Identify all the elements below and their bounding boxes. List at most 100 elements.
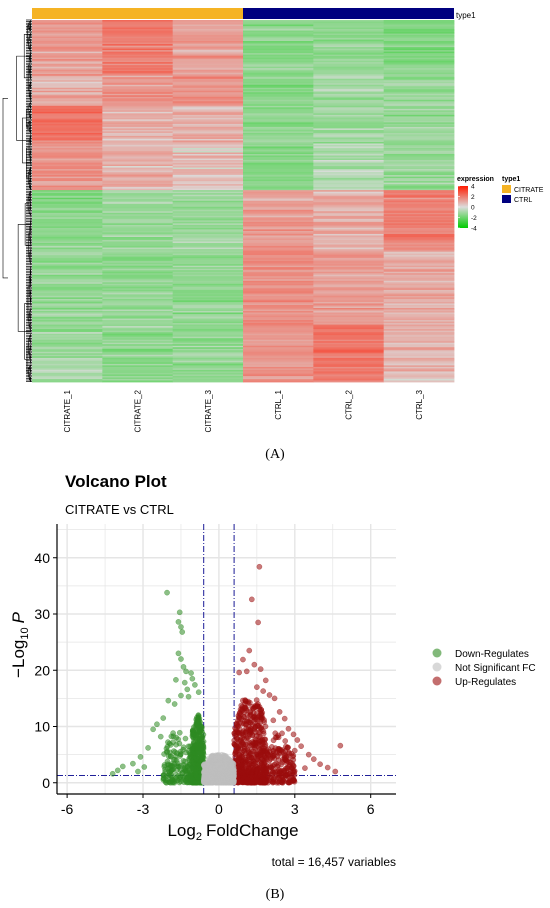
heatmap-cell [102,307,174,310]
heatmap-cell [243,69,314,72]
heatmap-cell [313,190,385,193]
heatmap-cell [313,42,385,45]
heatmap-cell [32,74,103,77]
heatmap-cell [243,134,314,137]
heatmap-cell [383,360,455,363]
heatmap-cell [172,270,244,273]
heatmap-cell [243,116,314,119]
heatmap-cell [102,273,174,276]
heatmap-cell [172,282,244,285]
heatmap-cell [102,60,174,63]
heatmap-cell [313,365,385,368]
heatmap-cell [172,41,244,43]
heatmap-cell [172,279,244,282]
heatmap-cell [32,45,103,48]
heatmap-cell [102,238,174,241]
heatmap-cell [313,75,385,78]
heatmap-cell [102,190,174,193]
heatmap-cell [383,21,455,24]
heatmap-cell [172,56,244,59]
heatmap-cell [383,29,455,31]
heatmap-cell [243,152,314,155]
heatmap-cell [32,327,103,330]
heatmap-cell [32,56,103,59]
heatmap-cell [32,292,103,295]
heatmap-cell [172,318,244,321]
heatmap-cell [102,224,174,227]
heatmap-cell [243,282,314,285]
heatmap-cell [102,283,174,286]
heatmap-cell [383,71,455,74]
heatmap-cell [243,89,314,92]
heatmap-cell [313,170,385,173]
heatmap-cell [102,86,174,89]
heatmap-cell [172,372,244,375]
heatmap-cell [102,241,174,244]
heatmap-cell [102,230,174,233]
row-dendrogram [2,19,32,382]
heatmap-cell [243,360,314,363]
heatmap-cell [243,236,314,239]
up-point [270,776,277,782]
heatmap-cell [313,206,385,209]
down-point [161,772,167,778]
heatmap-cell [172,163,244,165]
heatmap-cell [102,301,174,304]
heatmap-cell [383,51,455,54]
heatmap-cell [32,218,103,221]
heatmap-cell [243,173,314,176]
heatmap-cell [383,163,455,165]
heatmap-cell [102,96,174,99]
heatmap-cell [102,176,174,179]
heatmap-cell [32,75,103,78]
heatmap-cell [172,362,244,365]
heatmap-cell [243,261,314,264]
heatmap-cell [383,38,455,40]
heatmap-cell [313,239,385,242]
heatmap-cell [383,227,455,230]
heatmap-cell [32,294,103,297]
heatmap-cell [102,78,174,81]
heatmap-cell [313,205,385,208]
heatmap-cell [243,224,314,227]
heatmap-cell [32,226,103,229]
heatmap-cell [32,371,103,374]
heatmap-cell [383,45,455,48]
heatmap-cell [243,297,314,300]
heatmap-cell [32,137,103,140]
legend-marker-ns [432,662,442,672]
heatmap-cell [102,135,174,138]
heatmap-cell [383,203,455,206]
heatmap-cell [102,252,174,254]
heatmap-cell [172,368,244,371]
heatmap-cell [172,344,244,347]
heatmap-cell [383,44,455,46]
heatmap-cell [243,105,314,108]
down-point [193,771,199,778]
heatmap-cell [383,233,455,236]
up-point [250,748,256,755]
heatmap-cell [172,71,244,74]
heatmap-cell [172,23,244,25]
heatmap-cell [172,363,244,366]
heatmap-cell [383,80,455,83]
heatmap-cell [102,101,174,104]
heatmap-cell [243,333,314,336]
down-point [160,715,167,721]
heatmap-cell [383,212,455,215]
heatmap-cell [32,30,103,33]
heatmap-cell [172,274,244,277]
up-point [266,692,273,698]
heatmap-cell [243,44,314,46]
heatmap-cell [383,158,455,161]
heatmap-cell [172,323,244,325]
heatmap-cell [383,324,455,327]
heatmap-cell [243,350,314,353]
heatmap-cell [102,377,174,380]
heatmap-cell [172,132,244,135]
heatmap-cell [32,268,103,271]
heatmap-cell [172,217,244,220]
heatmap-cell [313,185,385,188]
heatmap-cell [172,50,244,53]
